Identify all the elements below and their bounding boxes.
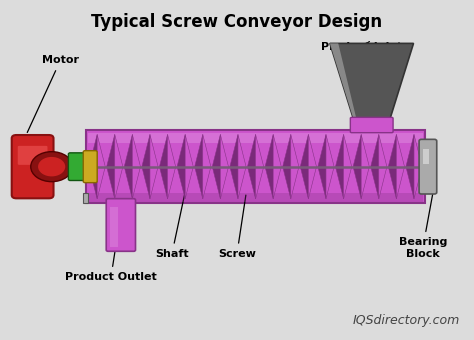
Bar	[88, 133, 423, 143]
Circle shape	[38, 157, 65, 176]
Polygon shape	[318, 134, 326, 199]
Polygon shape	[309, 134, 317, 199]
Polygon shape	[195, 134, 203, 199]
Bar	[423, 149, 429, 164]
Text: Motor: Motor	[27, 55, 79, 133]
Polygon shape	[283, 134, 291, 199]
Polygon shape	[344, 134, 352, 199]
Polygon shape	[301, 134, 309, 199]
Polygon shape	[406, 134, 414, 199]
Polygon shape	[124, 134, 132, 199]
Text: Shaft: Shaft	[155, 169, 190, 259]
Text: Product Inlet: Product Inlet	[320, 41, 402, 52]
Polygon shape	[230, 134, 238, 199]
Polygon shape	[255, 134, 264, 199]
Bar	[86, 130, 425, 203]
Polygon shape	[142, 134, 150, 199]
Polygon shape	[97, 134, 105, 199]
Text: Screw: Screw	[218, 195, 256, 259]
FancyBboxPatch shape	[18, 146, 47, 165]
Polygon shape	[107, 134, 115, 199]
Polygon shape	[336, 134, 344, 199]
Polygon shape	[212, 134, 220, 199]
FancyBboxPatch shape	[68, 153, 87, 181]
Bar	[110, 207, 118, 246]
Polygon shape	[353, 134, 361, 199]
Polygon shape	[159, 134, 168, 199]
Polygon shape	[414, 134, 422, 199]
Polygon shape	[238, 134, 246, 199]
Polygon shape	[115, 134, 123, 199]
Polygon shape	[168, 134, 176, 199]
Polygon shape	[330, 44, 413, 128]
Polygon shape	[265, 134, 273, 199]
Bar	[88, 193, 423, 202]
Polygon shape	[132, 134, 140, 199]
Text: Product Outlet: Product Outlet	[65, 246, 157, 282]
Text: Typical Screw Conveyor Design: Typical Screw Conveyor Design	[91, 13, 383, 31]
FancyBboxPatch shape	[12, 135, 54, 198]
Text: IQSdirectory.com: IQSdirectory.com	[353, 313, 460, 327]
Polygon shape	[273, 134, 281, 199]
Polygon shape	[326, 134, 334, 199]
Polygon shape	[291, 134, 299, 199]
FancyBboxPatch shape	[350, 117, 393, 133]
Polygon shape	[150, 134, 158, 199]
Bar	[83, 193, 88, 203]
Polygon shape	[177, 134, 185, 199]
Polygon shape	[396, 134, 404, 199]
Polygon shape	[361, 134, 369, 199]
Polygon shape	[247, 134, 255, 199]
Polygon shape	[371, 134, 379, 199]
FancyBboxPatch shape	[106, 199, 136, 251]
Polygon shape	[330, 44, 359, 128]
Polygon shape	[203, 134, 211, 199]
Polygon shape	[388, 134, 396, 199]
Text: Bearing
Block: Bearing Block	[399, 187, 447, 259]
Polygon shape	[379, 134, 387, 199]
Polygon shape	[185, 134, 193, 199]
FancyBboxPatch shape	[83, 151, 97, 183]
FancyBboxPatch shape	[419, 139, 437, 194]
Polygon shape	[220, 134, 228, 199]
Circle shape	[31, 152, 73, 182]
Polygon shape	[89, 134, 97, 199]
